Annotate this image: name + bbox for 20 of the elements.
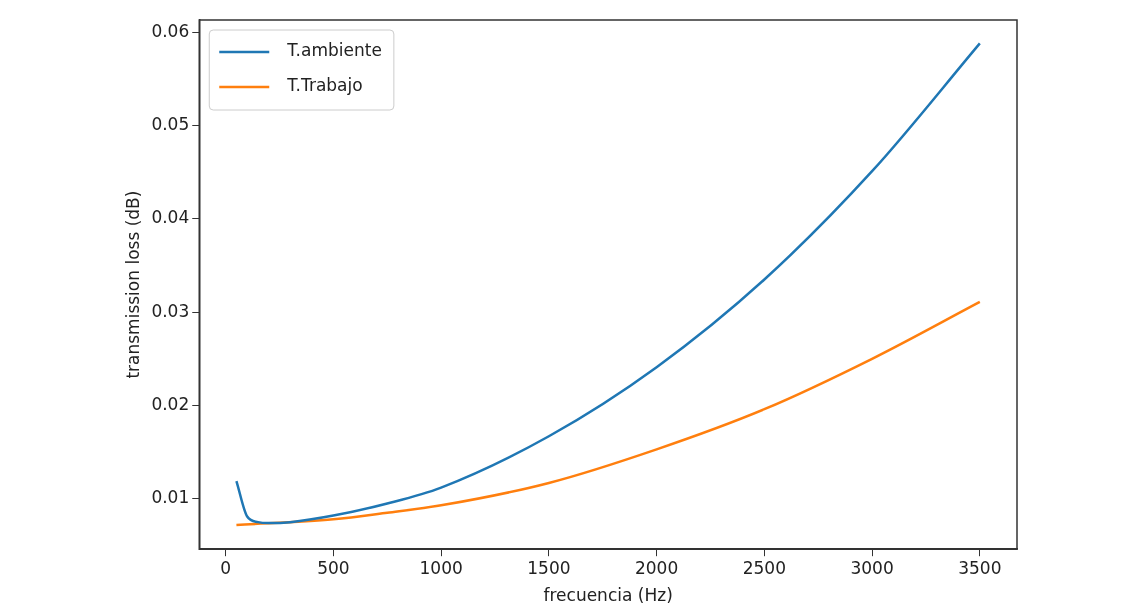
y-tick-label: 0.05 — [151, 113, 190, 134]
line-series — [235, 300, 982, 527]
x-tick-label: 0 — [220, 557, 232, 578]
x-tick-label: 2000 — [634, 557, 679, 578]
x-tick-label: 3500 — [958, 557, 1002, 578]
y-tick-label: 0.03 — [151, 300, 190, 321]
x-tick-label: 2500 — [742, 557, 786, 578]
y-tick-label: 0.04 — [151, 207, 190, 228]
legend-label: T.ambiente — [286, 40, 382, 61]
x-tick-label: 1500 — [527, 557, 571, 578]
x-tick-label: 500 — [317, 557, 350, 578]
legend-label: T.Trabajo — [286, 75, 363, 96]
y-tick-label: 0.01 — [151, 487, 190, 508]
x-tick-label: 3000 — [850, 557, 894, 578]
x-tick-label: 1000 — [419, 557, 463, 578]
line-series — [235, 42, 982, 525]
y-tick-label: 0.02 — [151, 393, 190, 414]
y-axis-title: transmission loss (dB) — [122, 190, 143, 379]
y-tick-label: 0.06 — [151, 20, 190, 41]
x-axis-title: frecuencia (Hz) — [543, 585, 673, 606]
